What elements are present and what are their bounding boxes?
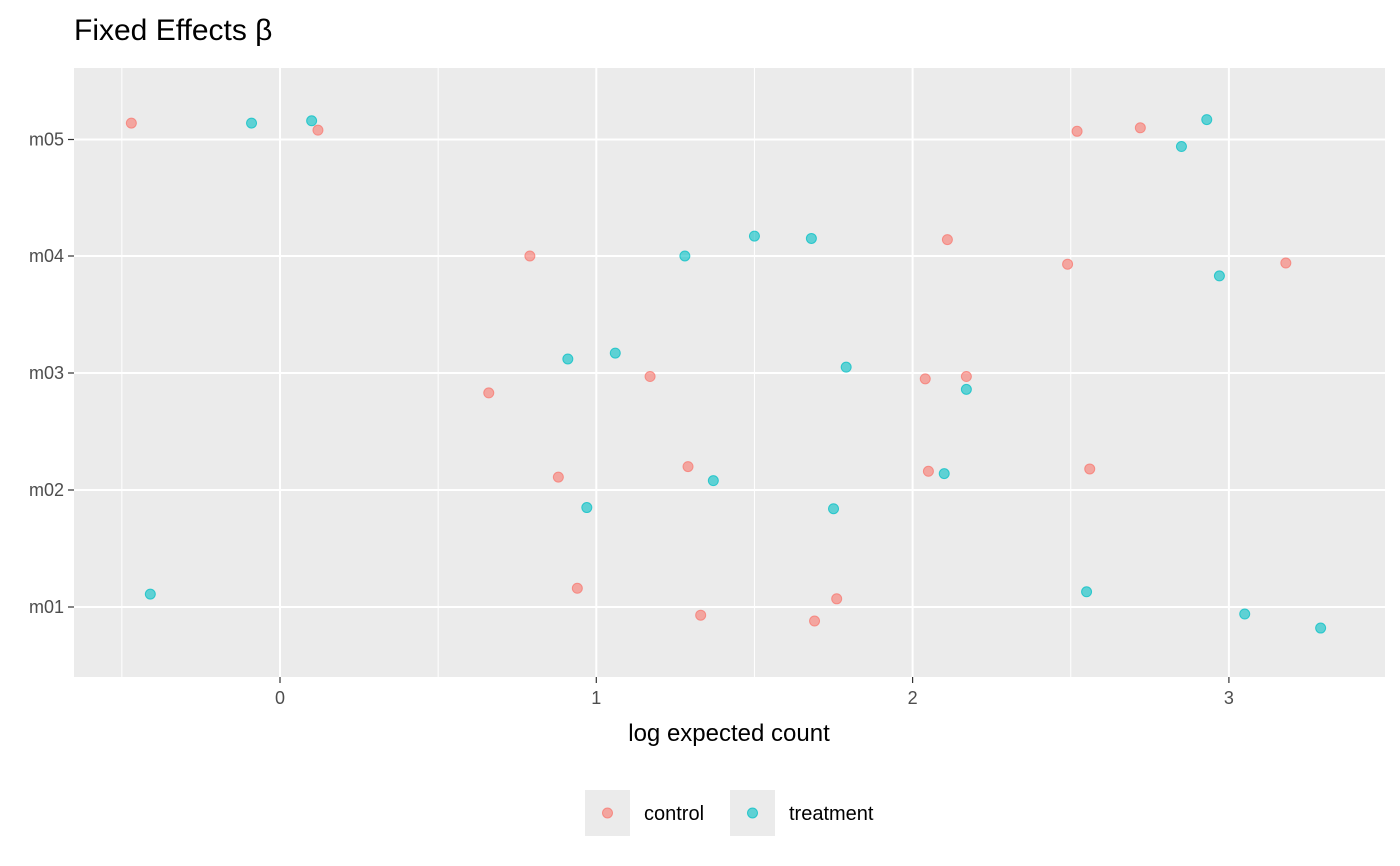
point-treatment	[609, 347, 621, 359]
y-tick-label: m03	[29, 363, 64, 383]
point-treatment	[1315, 622, 1327, 634]
x-tick-label: 1	[591, 688, 601, 708]
y-tick-label: m04	[29, 246, 64, 266]
point-control	[125, 117, 137, 129]
point-treatment	[805, 232, 817, 244]
x-axis-title: log expected count	[628, 720, 830, 747]
point-treatment	[581, 502, 593, 514]
point-control	[960, 371, 972, 383]
point-control	[1071, 125, 1083, 137]
point-control	[919, 373, 931, 385]
point-control	[1280, 257, 1292, 269]
x-tick-label: 0	[275, 688, 285, 708]
y-tick-label: m05	[29, 130, 64, 150]
point-treatment	[828, 503, 840, 515]
x-tick-label: 3	[1224, 688, 1234, 708]
legend: control treatment	[585, 790, 874, 836]
point-treatment	[1213, 270, 1225, 282]
point-control	[312, 124, 324, 136]
x-tick-label: 2	[908, 688, 918, 708]
point-treatment	[748, 230, 760, 242]
point-control	[922, 465, 934, 477]
point-control	[524, 250, 536, 262]
point-treatment	[246, 117, 258, 129]
y-axis: m01 m02 m03 m04 m05	[29, 130, 74, 617]
point-control	[571, 582, 583, 594]
point-treatment	[1175, 141, 1187, 153]
point-treatment	[144, 588, 156, 600]
point-treatment	[840, 361, 852, 373]
legend-label-treatment: treatment	[789, 803, 874, 825]
point-treatment	[1201, 114, 1213, 126]
point-control	[682, 461, 694, 473]
point-treatment	[707, 475, 719, 487]
point-treatment	[1239, 608, 1251, 620]
legend-swatch-control	[602, 807, 613, 819]
x-axis: 0 1 2 3	[275, 677, 1234, 708]
data-points	[125, 114, 1327, 634]
point-treatment	[938, 468, 950, 480]
legend-label-control: control	[644, 803, 704, 825]
point-control	[831, 593, 843, 605]
point-control	[1084, 463, 1096, 475]
point-treatment	[562, 353, 574, 365]
y-tick-label: m02	[29, 480, 64, 500]
y-tick-label: m01	[29, 597, 64, 617]
chart-title: Fixed Effects β	[74, 14, 272, 47]
point-control	[1134, 122, 1146, 134]
legend-swatch-treatment	[747, 807, 758, 819]
point-treatment	[306, 115, 318, 127]
point-treatment	[960, 383, 972, 395]
point-control	[941, 234, 953, 246]
point-treatment	[1081, 586, 1093, 598]
point-control	[644, 371, 656, 383]
point-control	[552, 471, 564, 483]
major-gridlines	[74, 68, 1385, 677]
point-control	[483, 387, 495, 399]
point-treatment	[679, 250, 691, 262]
point-control	[1062, 258, 1074, 270]
point-control	[695, 609, 707, 621]
point-control	[809, 615, 821, 627]
